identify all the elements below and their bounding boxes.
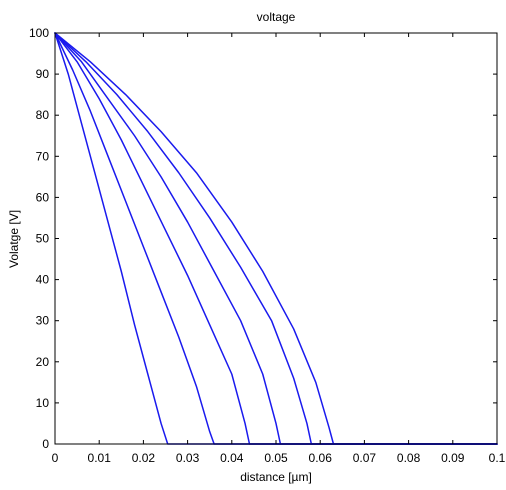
y-axis-label: Volatge [V]: [7, 210, 21, 268]
y-tick-label: 90: [36, 67, 50, 81]
x-tick-label: 0.07: [353, 451, 377, 465]
series-line-6: [54, 32, 498, 445]
y-tick-label: 10: [36, 396, 50, 410]
x-tick-label: 0.09: [441, 451, 465, 465]
series-line-5: [54, 32, 498, 445]
x-tick-label: 0: [52, 451, 59, 465]
y-tick-label: 20: [36, 355, 50, 369]
x-tick-label: 0.05: [264, 451, 288, 465]
y-tick-label: 70: [36, 149, 50, 163]
chart-title: voltage: [257, 10, 296, 24]
x-tick-label: 0.08: [397, 451, 421, 465]
x-tick-label: 0.03: [176, 451, 200, 465]
y-tick-label: 100: [29, 26, 49, 40]
y-tick-label: 40: [36, 273, 50, 287]
y-tick-label: 50: [36, 232, 50, 246]
series-line-2: [54, 32, 498, 445]
x-tick-label: 0.02: [132, 451, 156, 465]
x-tick-label: 0.01: [88, 451, 112, 465]
y-tick-label: 80: [36, 108, 50, 122]
x-tick-label: 0.06: [309, 451, 333, 465]
y-tick-label: 30: [36, 314, 50, 328]
y-ticks: 0 10 20 30 40 50 60 70 80 90 100: [29, 26, 497, 451]
x-axis-label: distance [µm]: [240, 470, 312, 484]
x-ticks: 0 0.01 0.02 0.03 0.04 0.05 0.06 0.07 0.08 0.09 0.1: [52, 33, 506, 465]
x-tick-label: 0.1: [489, 451, 506, 465]
series-line-3: [54, 32, 498, 445]
y-tick-label: 60: [36, 190, 50, 204]
y-tick-label: 0: [42, 437, 49, 451]
series-line-4: [54, 32, 498, 445]
x-tick-label: 0.04: [220, 451, 244, 465]
plot-frame: [54, 32, 498, 445]
